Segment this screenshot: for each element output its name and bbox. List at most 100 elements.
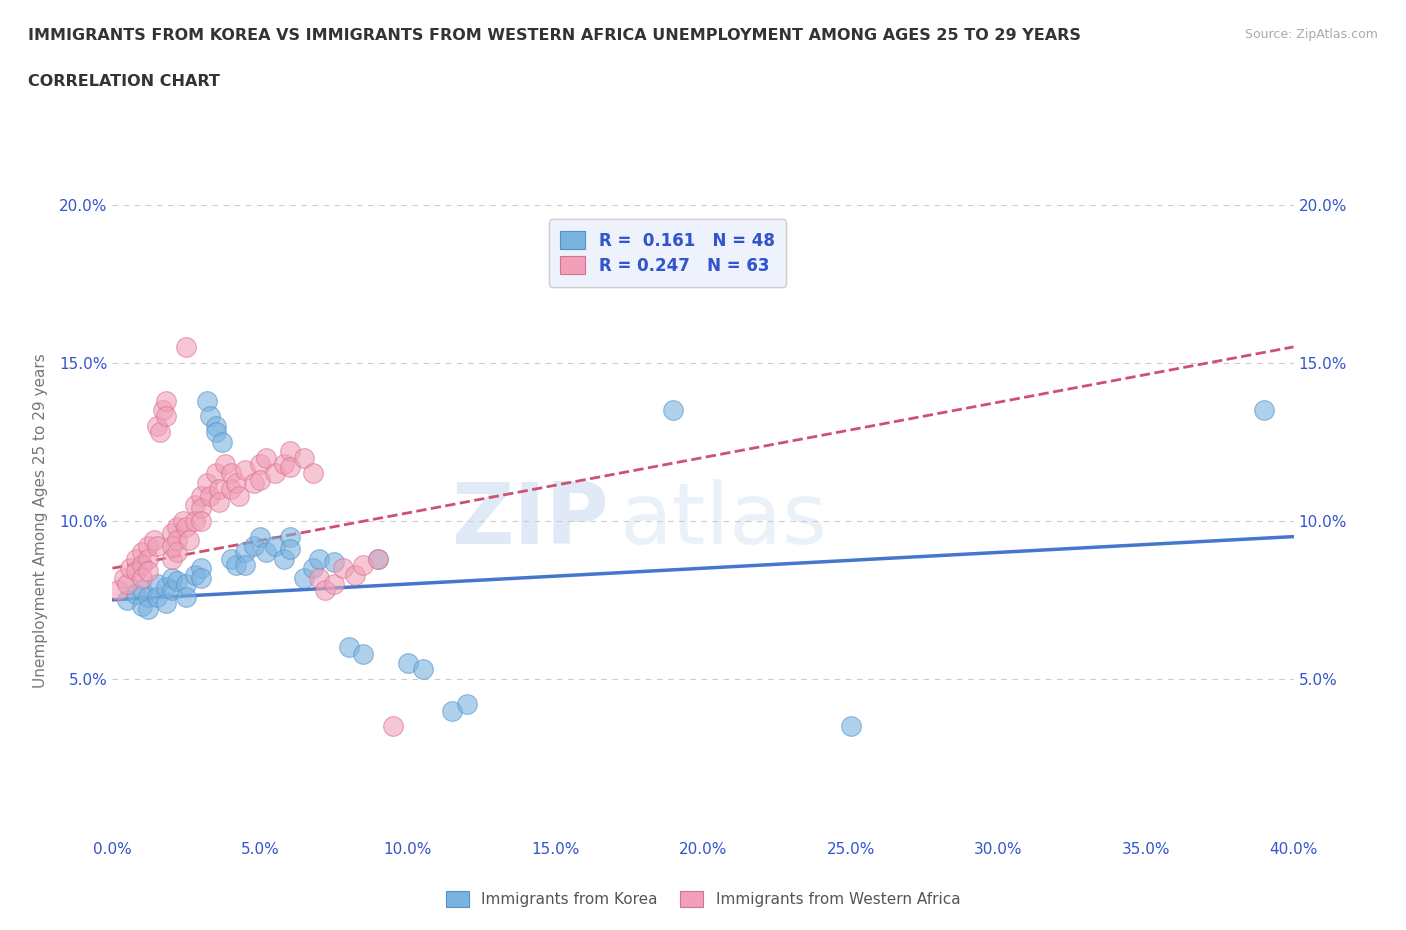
Point [233,545,256,560]
Point [131,558,153,573]
Point [382,719,405,734]
Point [120,561,142,576]
Point [160,538,183,553]
Point [160,551,183,566]
Point [125,564,148,578]
Point [172,513,194,528]
Point [160,583,183,598]
Point [314,583,336,598]
Point [190,488,212,503]
Point [839,719,862,734]
Point [411,662,433,677]
Point [456,697,478,711]
Point [233,463,256,478]
Legend: R =  0.161   N = 48, R = 0.247   N = 63: R = 0.161 N = 48, R = 0.247 N = 63 [548,219,786,286]
Point [136,590,159,604]
Point [249,457,271,472]
Point [337,640,360,655]
Point [211,434,233,449]
Point [174,590,197,604]
Point [190,513,212,528]
Point [149,425,172,440]
Point [302,466,325,481]
Point [184,513,207,528]
Legend: Immigrants from Korea, Immigrants from Western Africa: Immigrants from Korea, Immigrants from W… [440,884,966,913]
Point [662,403,685,418]
Point [278,529,301,544]
Point [278,459,301,474]
Point [125,586,148,601]
Point [160,570,183,585]
Point [112,570,135,585]
Point [243,538,266,553]
Point [343,567,366,582]
Point [131,599,153,614]
Point [198,409,221,424]
Point [208,482,231,497]
Point [441,703,464,718]
Point [278,444,301,458]
Point [174,339,197,354]
Text: CORRELATION CHART: CORRELATION CHART [28,74,219,89]
Point [184,498,207,512]
Point [219,466,242,481]
Point [323,577,346,591]
Point [155,393,177,408]
Point [160,526,183,541]
Point [155,595,177,610]
Point [131,570,153,585]
Point [190,500,212,515]
Point [136,538,159,553]
Point [352,646,374,661]
Text: Source: ZipAtlas.com: Source: ZipAtlas.com [1244,28,1378,41]
Point [146,577,169,591]
Y-axis label: Unemployment Among Ages 25 to 29 years: Unemployment Among Ages 25 to 29 years [34,353,48,688]
Point [367,551,389,566]
Point [352,558,374,573]
Point [292,570,315,585]
Point [243,475,266,490]
Point [254,545,277,560]
Point [195,393,218,408]
Point [198,488,221,503]
Point [308,570,330,585]
Point [208,495,231,510]
Point [323,554,346,569]
Point [146,590,169,604]
Point [225,475,247,490]
Point [225,558,247,573]
Point [219,551,242,566]
Point [1253,403,1275,418]
Point [125,551,148,566]
Point [273,551,295,566]
Point [190,570,212,585]
Point [273,457,295,472]
Point [278,542,301,557]
Point [219,482,242,497]
Text: IMMIGRANTS FROM KOREA VS IMMIGRANTS FROM WESTERN AFRICA UNEMPLOYMENT AMONG AGES : IMMIGRANTS FROM KOREA VS IMMIGRANTS FROM… [28,28,1081,43]
Point [205,425,228,440]
Point [142,532,165,547]
Point [117,592,138,607]
Point [228,488,250,503]
Point [332,561,354,576]
Point [308,551,330,566]
Point [174,520,197,535]
Point [190,561,212,576]
Text: ZIP: ZIP [451,479,609,563]
Point [131,583,153,598]
Point [166,520,188,535]
Point [131,545,153,560]
Point [367,551,389,566]
Point [136,602,159,617]
Point [146,418,169,433]
Point [264,466,287,481]
Point [107,583,129,598]
Point [152,403,174,418]
Point [155,579,177,594]
Text: atlas: atlas [620,479,828,563]
Point [155,409,177,424]
Point [179,532,201,547]
Point [146,538,169,553]
Point [302,561,325,576]
